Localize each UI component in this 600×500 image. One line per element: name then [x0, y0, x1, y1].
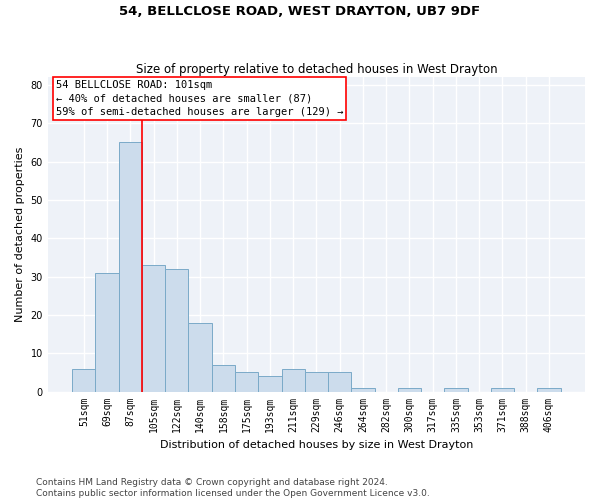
- X-axis label: Distribution of detached houses by size in West Drayton: Distribution of detached houses by size …: [160, 440, 473, 450]
- Title: Size of property relative to detached houses in West Drayton: Size of property relative to detached ho…: [136, 63, 497, 76]
- Bar: [398, 388, 421, 392]
- Bar: [72, 368, 95, 392]
- Bar: [258, 376, 281, 392]
- Bar: [328, 372, 351, 392]
- Bar: [538, 388, 560, 392]
- Text: Contains HM Land Registry data © Crown copyright and database right 2024.
Contai: Contains HM Land Registry data © Crown c…: [36, 478, 430, 498]
- Bar: [351, 388, 374, 392]
- Bar: [491, 388, 514, 392]
- Bar: [188, 322, 212, 392]
- Bar: [235, 372, 258, 392]
- Bar: [119, 142, 142, 392]
- Y-axis label: Number of detached properties: Number of detached properties: [15, 146, 25, 322]
- Bar: [212, 364, 235, 392]
- Bar: [305, 372, 328, 392]
- Bar: [165, 269, 188, 392]
- Bar: [281, 368, 305, 392]
- Bar: [95, 272, 119, 392]
- Bar: [445, 388, 467, 392]
- Text: 54, BELLCLOSE ROAD, WEST DRAYTON, UB7 9DF: 54, BELLCLOSE ROAD, WEST DRAYTON, UB7 9D…: [119, 5, 481, 18]
- Text: 54 BELLCLOSE ROAD: 101sqm
← 40% of detached houses are smaller (87)
59% of semi-: 54 BELLCLOSE ROAD: 101sqm ← 40% of detac…: [56, 80, 343, 116]
- Bar: [142, 265, 165, 392]
